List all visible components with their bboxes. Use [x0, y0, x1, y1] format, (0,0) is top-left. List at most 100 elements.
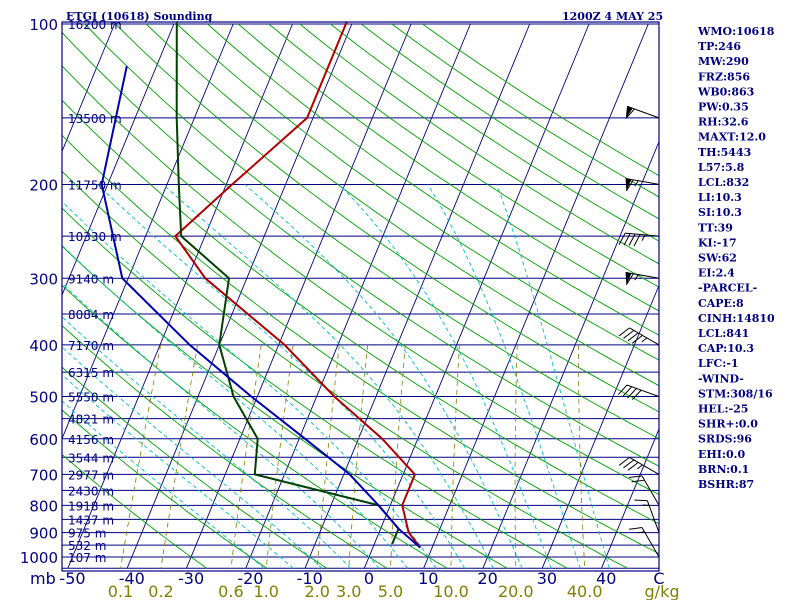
index-line: MW:290 [698, 55, 749, 68]
series-clipped [100, 22, 422, 549]
moist-adiabat-line [62, 374, 294, 569]
wind-barb-half [634, 274, 639, 281]
wind-barb-full [627, 462, 639, 471]
pressure-tick-label: 1000 [20, 549, 58, 567]
chart-title: ETGI (10618) Sounding [66, 10, 213, 23]
height-label: 6315 m [68, 366, 114, 380]
wind-barb-staff [626, 384, 660, 398]
index-line: WB0:863 [697, 85, 754, 98]
mixing-ratio-label: 1.0 [253, 582, 278, 600]
dry-adiabat-line [84, 23, 659, 440]
moist-adiabat-line [62, 244, 409, 569]
temperature-tick-label: 20 [477, 569, 497, 588]
grid-clipped [62, 23, 659, 569]
wind-barb-staff [641, 475, 660, 506]
moist-adiabat-line [62, 400, 265, 569]
mixing-ratio-line [316, 344, 340, 569]
temperature-tick-label: 10 [418, 569, 438, 588]
mixing-ratio-line [265, 344, 294, 569]
dry-adiabat-line [62, 366, 328, 569]
mixing-ratio-line [230, 344, 262, 569]
dry-adiabat-line [62, 409, 268, 569]
index-line: PW:0.35 [698, 101, 749, 114]
moist-adiabat-line [162, 184, 494, 569]
wind-barb-full [627, 388, 637, 399]
index-line: KI:-17 [698, 236, 737, 249]
height-label: 9140 m [68, 272, 114, 286]
temperature-tick-label: 30 [537, 569, 557, 588]
wind-barb-full [623, 233, 631, 246]
wind-barb-full [631, 389, 642, 401]
index-line: LCL:841 [698, 327, 749, 340]
wind-barb [629, 527, 660, 558]
dry-adiabat-line [299, 23, 659, 265]
mixing-ratio-label: 0.6 [218, 582, 243, 600]
height-label: 13500 m [68, 112, 122, 126]
temperature-tick-label: -50 [59, 569, 85, 588]
wind-barb-flag [625, 178, 632, 191]
index-line: TP:246 [698, 40, 741, 53]
isotherm-line [601, 427, 659, 569]
pressure-tick-label: 700 [29, 466, 58, 484]
wind-barb-full [629, 475, 643, 479]
height-label: 10330 m [68, 230, 122, 244]
mixing-ratio-line [120, 344, 161, 569]
wind-barb-full [633, 234, 641, 247]
index-line: LFC:-1 [698, 357, 739, 370]
dry-adiabat-line [62, 207, 568, 569]
index-line: TH:5443 [698, 146, 751, 159]
wind-barb-half [637, 464, 643, 470]
dry-adiabat-line [62, 245, 508, 569]
isotherm-line [541, 284, 659, 569]
mixing-ratio-unit-label: g/kg [645, 582, 680, 600]
moist-adiabat-line [62, 346, 323, 569]
index-line: BSHR:87 [698, 478, 754, 491]
wind-barb-full [625, 179, 634, 192]
wind-barb-half [637, 531, 645, 534]
dry-adiabat-line [268, 23, 659, 288]
dry-adiabat-line [62, 170, 628, 569]
temperature-tick-label: -40 [119, 569, 145, 588]
index-line: LCL:832 [698, 176, 749, 189]
wind-barb-full [618, 457, 630, 466]
height-label: 975 m [68, 527, 106, 541]
pressure-tick-label: 200 [29, 176, 58, 194]
isotherm-line [482, 140, 659, 569]
moist-adiabat-line [244, 184, 523, 569]
wind-barb-staff [641, 527, 660, 558]
wind-barb-half [642, 504, 650, 506]
series-layer [100, 22, 422, 549]
height-label: 532 m [68, 539, 106, 553]
height-label: 3544 m [68, 451, 114, 465]
wind-barb [618, 456, 660, 475]
isotherm-line [62, 23, 116, 153]
wind-barb-full [631, 479, 645, 483]
mixing-ratio-line [450, 344, 460, 569]
wind-barb [625, 178, 660, 192]
wind-barb [629, 475, 660, 506]
dry-adiabat-line [237, 23, 659, 312]
wind-barb-full [618, 327, 630, 337]
wind-barb [618, 232, 660, 247]
height-label: 1918 m [68, 499, 114, 513]
dry-adiabat-line [62, 453, 207, 569]
pressure-tick-label: 900 [29, 525, 58, 543]
wind-barb-staff [629, 456, 660, 475]
mixing-ratio-line [160, 344, 198, 569]
index-line: L57:5.8 [698, 161, 745, 174]
height-label: 11750 m [68, 178, 122, 192]
parcel-profile [100, 65, 421, 549]
mixing-ratio-label: 3.0 [336, 582, 361, 600]
height-label: 1437 m [68, 513, 114, 527]
wind-barb-full [634, 499, 648, 502]
index-line: STM:308/16 [698, 387, 773, 400]
isotherm-line [245, 23, 471, 569]
index-line: -PARCEL- [698, 282, 757, 295]
index-line: EI:2.4 [698, 267, 735, 280]
mixing-ratio-label: 40.0 [567, 582, 603, 600]
index-line: TT:39 [698, 221, 733, 234]
height-label: 5550 m [68, 391, 114, 405]
mixing-ratio-line [514, 344, 518, 569]
